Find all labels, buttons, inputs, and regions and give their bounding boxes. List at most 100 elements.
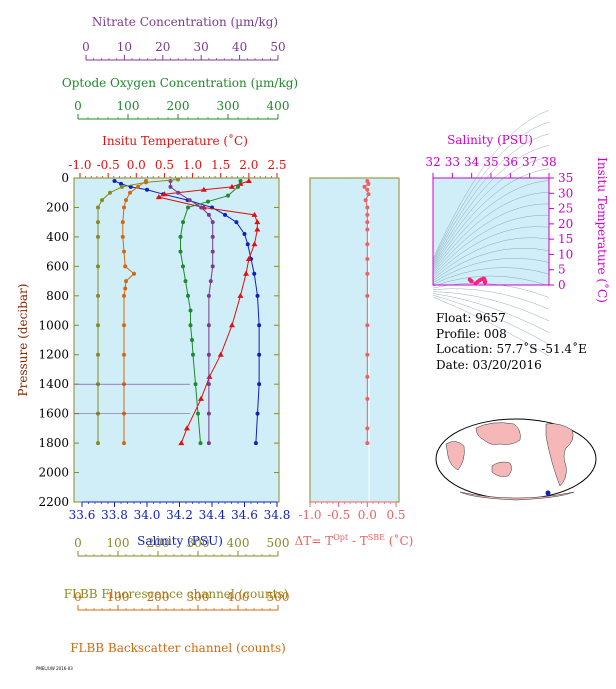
ts-density-contours (432, 110, 550, 357)
pressure-tick-label: 1600 (38, 407, 69, 421)
profile-point (238, 178, 243, 183)
isopycnal (432, 156, 550, 267)
temperature-point (245, 177, 252, 183)
isopycnal (432, 226, 550, 278)
nitrate-tick-label: 40 (232, 40, 247, 54)
profile-point (96, 220, 100, 225)
pressure-tick-label: 400 (46, 230, 69, 244)
isopycnal (432, 168, 550, 269)
temperature-point (178, 440, 185, 446)
profile-point (190, 338, 194, 342)
profile-point (252, 271, 257, 276)
ts-y-tick-label: 5 (558, 263, 566, 277)
delta-t-point (365, 271, 370, 276)
fluorescence-tick-label: 300 (187, 536, 210, 550)
profile-point (96, 352, 100, 357)
ts-title: Salinity (PSU) (447, 133, 533, 147)
delta-t-point (365, 227, 370, 232)
profile-point (208, 279, 213, 284)
profile-point (257, 323, 262, 328)
temperature-axis-ticks: -1.0 -0.5 0.0 0.5 1.0 1.5 2.0 2.5 (68, 158, 287, 179)
temperature-point (183, 425, 190, 431)
profile-point (191, 352, 195, 357)
map-land-americas (545, 423, 574, 487)
isopycnal (432, 110, 550, 260)
profile-point (123, 264, 128, 269)
ts-x-tick-label: 37 (522, 155, 537, 169)
temperature-tick-label: 0.0 (127, 158, 146, 172)
profile-point (186, 205, 190, 210)
oxygen-tick-label: 300 (217, 99, 240, 113)
isopycnal (432, 296, 550, 357)
isopycnal (432, 257, 550, 283)
nitrate-axis-label: Nitrate Concentration (µm/kg) (92, 15, 278, 29)
ts-y-tick-label: 35 (558, 171, 573, 185)
delta-t-point (365, 323, 370, 328)
profile-point (183, 279, 188, 284)
backscatter-tick-label: 100 (107, 590, 130, 604)
delta-t-plot-area (310, 178, 399, 502)
salinity-tick-label: 34.6 (231, 508, 258, 522)
isopycnal (432, 145, 550, 265)
ts-plot-area (433, 178, 549, 285)
isopycnal (432, 191, 550, 272)
delta-t-series (362, 178, 371, 446)
profile-point (206, 441, 211, 446)
world-map (435, 418, 597, 501)
profile-point (122, 352, 126, 357)
pressure-tick-label: 2200 (38, 495, 69, 509)
isopycnal (432, 275, 550, 287)
profile-point (236, 184, 240, 189)
profile-point (257, 382, 262, 387)
float-info: Float: 9657 Profile: 008 Location: 57.7˚… (436, 311, 587, 373)
profile-point (96, 205, 100, 210)
isopycnal (432, 282, 550, 298)
profile-point (253, 441, 258, 446)
profile-point (196, 411, 200, 416)
temperature-point (254, 219, 261, 225)
map-land-africa (445, 441, 465, 471)
profile-point (96, 323, 100, 328)
pressure-tick-label: 1000 (38, 318, 69, 332)
pressure-axis: 0 200 400 600 800 1000 1200 1400 1600 1800 2000 220… (38, 171, 399, 509)
fluorescence-tick-label: 500 (267, 536, 290, 550)
delta-t-point (365, 441, 370, 446)
ts-x-tick-label: 34 (464, 155, 480, 169)
map-land-australia (491, 461, 512, 477)
profile-point (206, 352, 211, 357)
profile-point (234, 220, 239, 225)
backscatter-tick-label: 300 (187, 590, 210, 604)
temperature-point (200, 186, 207, 192)
temperature-tick-label: 2.0 (239, 158, 258, 172)
nitrate-tick-label: 0 (82, 40, 90, 54)
temperature-point (243, 270, 250, 276)
temperature-point (217, 351, 224, 357)
profile-point (206, 293, 211, 298)
profile-point (206, 382, 211, 387)
profile-point (96, 234, 100, 239)
backscatter-axis-ticks: 0 100 200 300 400 500 (74, 590, 289, 611)
delta-t-tick-label: -1.0 (298, 508, 321, 522)
profile-point (112, 178, 117, 183)
pressure-tick-label: 200 (46, 200, 69, 214)
profile-point (206, 212, 211, 217)
temperature-tick-label: 1.5 (211, 158, 230, 172)
delta-t-axis-ticks: -1.0 -0.5 0.0 0.5 (298, 501, 406, 522)
ts-y-tick-label: 10 (558, 247, 573, 261)
ts-y-tick-label: 0 (558, 278, 566, 292)
profile-line-2 (180, 180, 241, 444)
delta-t-point (365, 293, 370, 298)
backscatter-tick-label: 200 (147, 590, 170, 604)
delta-t-point (362, 184, 367, 189)
temperature-point (206, 373, 213, 379)
profile-point (96, 264, 100, 269)
salinity-axis-label: Salinity (PSU) (137, 534, 223, 548)
fluorescence-tick-label: 0 (74, 536, 82, 550)
delta-t-tick-label: 0.5 (386, 508, 405, 522)
profile-point (124, 279, 128, 284)
profile-plot-area (74, 178, 279, 502)
isopycnal (432, 267, 550, 285)
delta-t-tick-label: 0.0 (358, 508, 377, 522)
profile-point (223, 212, 227, 217)
